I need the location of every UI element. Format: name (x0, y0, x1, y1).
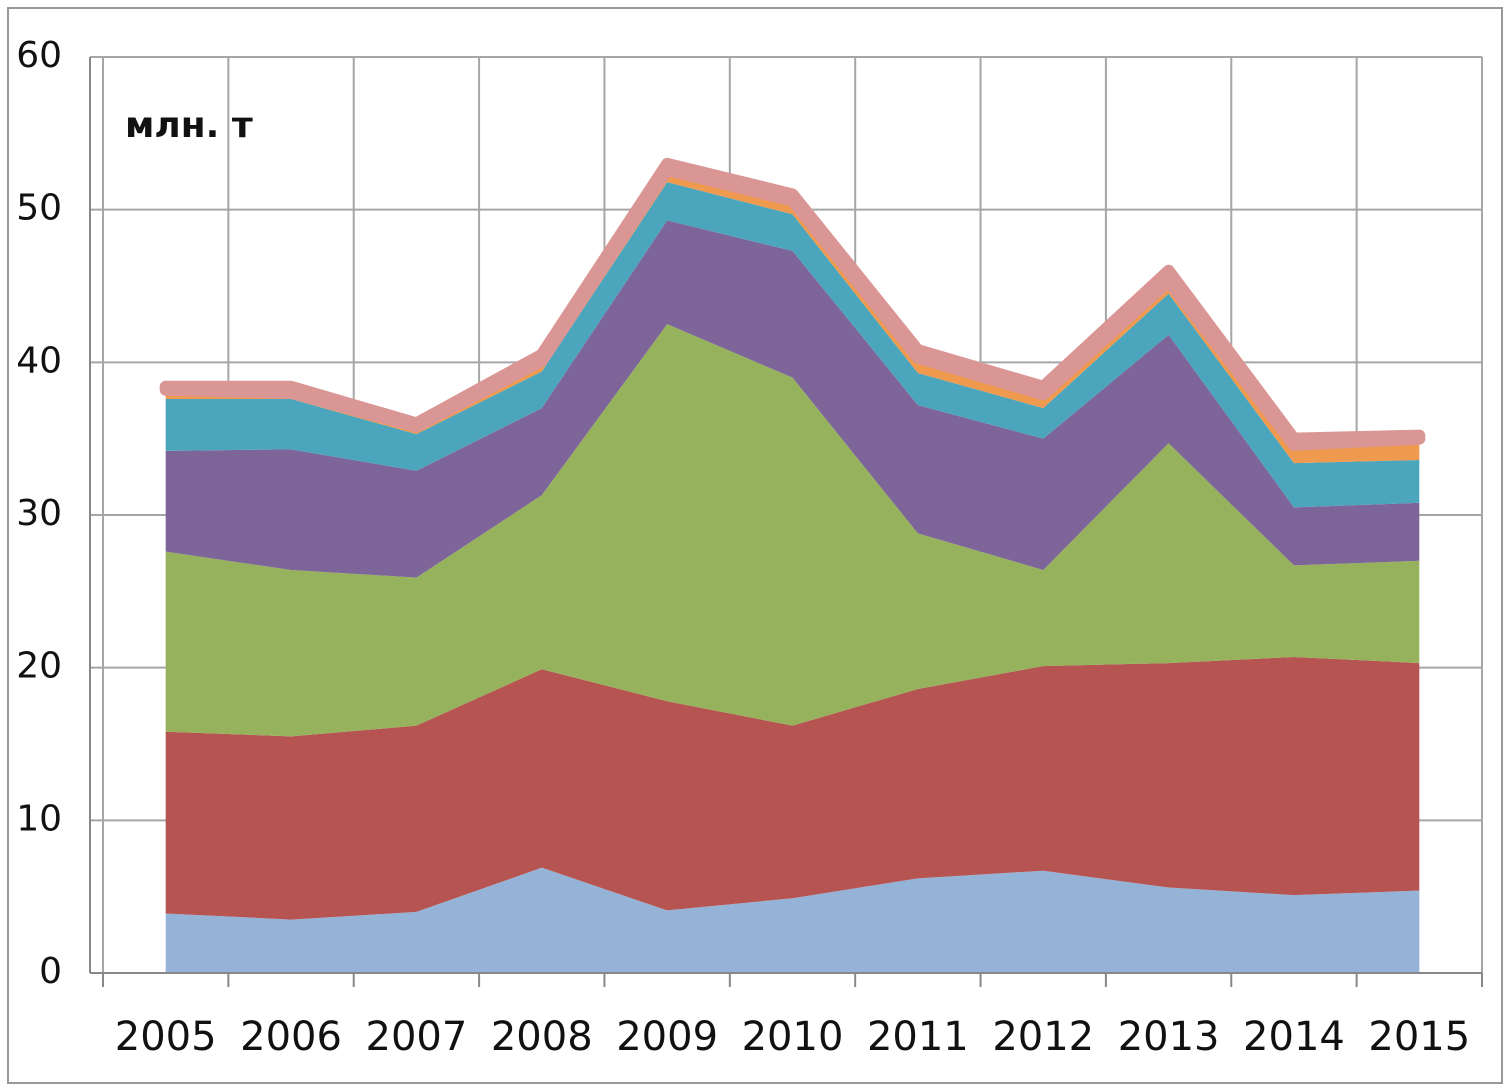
axes: 0 10 20 30 40 50 60 2005 2006 2007 2008 2009 2010 201… (16, 35, 1483, 1060)
x-tick-label: 2013 (1118, 1014, 1220, 1060)
area (165, 220, 1420, 578)
area (165, 867, 1420, 973)
y-tick-label: 50 (16, 188, 62, 229)
area (159, 157, 1426, 451)
x-tick-label: 2008 (491, 1014, 593, 1060)
y-tick-label: 60 (16, 35, 62, 76)
area (165, 182, 1420, 508)
y-tick-label: 30 (16, 493, 62, 534)
x-tick-label: 2005 (115, 1014, 217, 1060)
x-tick-label: 2015 (1368, 1014, 1470, 1060)
x-tick-label: 2012 (992, 1014, 1094, 1060)
y-tick-label: 20 (16, 646, 62, 687)
y-tick-label: 40 (16, 340, 62, 381)
y-tick-label: 10 (16, 798, 62, 839)
area (165, 324, 1420, 737)
x-tick-label: 2014 (1243, 1014, 1345, 1060)
x-tick-label: 2010 (742, 1014, 844, 1060)
area (165, 656, 1420, 920)
x-tick-label: 2007 (366, 1014, 468, 1060)
areas (159, 157, 1426, 973)
x-tick-label: 2006 (240, 1014, 342, 1060)
x-tick-label: 2009 (616, 1014, 718, 1060)
y-tick-label: 0 (39, 951, 62, 992)
unit-annotation: млн. т (125, 105, 253, 146)
x-tick-label: 2011 (867, 1014, 969, 1060)
